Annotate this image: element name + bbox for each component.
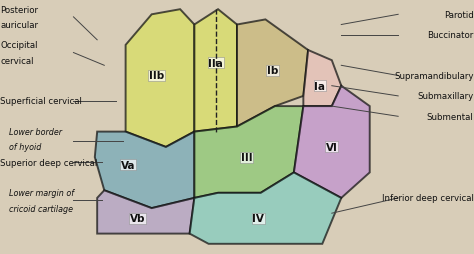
Text: Parotid: Parotid: [444, 11, 474, 20]
Text: Occipital: Occipital: [0, 41, 38, 50]
Text: VI: VI: [326, 142, 338, 152]
Polygon shape: [126, 10, 194, 147]
Text: Posterior: Posterior: [0, 6, 38, 15]
Text: Inferior deep cervical: Inferior deep cervical: [382, 194, 474, 203]
Text: IIa: IIa: [208, 58, 223, 69]
Text: Supramandibulary: Supramandibulary: [394, 72, 474, 81]
Text: Submaxillary: Submaxillary: [417, 92, 474, 101]
Polygon shape: [194, 10, 237, 132]
Text: Ib: Ib: [267, 66, 278, 76]
Text: auricular: auricular: [0, 21, 38, 30]
Text: cricoid cartilage: cricoid cartilage: [9, 204, 73, 213]
Text: IIb: IIb: [149, 71, 164, 81]
Text: IV: IV: [252, 213, 264, 224]
Polygon shape: [303, 51, 341, 107]
Text: III: III: [241, 152, 252, 163]
Text: Lower border: Lower border: [9, 128, 63, 137]
Text: Superior deep cervical: Superior deep cervical: [0, 158, 98, 167]
Text: Submental: Submental: [427, 112, 474, 121]
Polygon shape: [95, 132, 194, 208]
Polygon shape: [294, 86, 370, 198]
Text: cervical: cervical: [0, 56, 34, 66]
Text: Vb: Vb: [130, 213, 145, 224]
Polygon shape: [194, 107, 303, 198]
Polygon shape: [190, 173, 341, 244]
Polygon shape: [237, 20, 308, 127]
Text: of hyoid: of hyoid: [9, 143, 42, 152]
Text: Buccinator: Buccinator: [427, 31, 474, 40]
Text: Lower margin of: Lower margin of: [9, 188, 74, 198]
Text: Superficial cervical: Superficial cervical: [0, 97, 82, 106]
Polygon shape: [97, 190, 194, 234]
Text: Ia: Ia: [314, 81, 326, 91]
Text: Va: Va: [121, 160, 135, 170]
